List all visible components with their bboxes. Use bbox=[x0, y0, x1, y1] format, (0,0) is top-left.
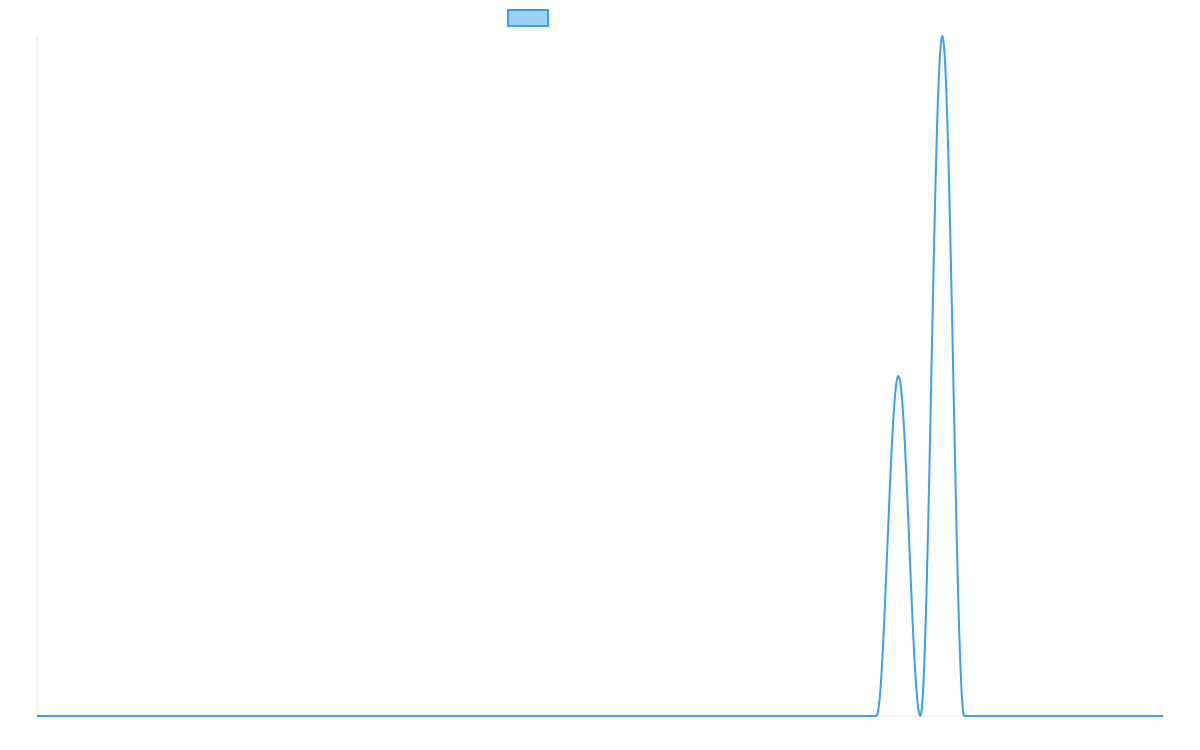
series-layer bbox=[36, 35, 1164, 717]
series-line[interactable] bbox=[36, 35, 1164, 717]
axes bbox=[36, 36, 1163, 717]
legend[interactable] bbox=[507, 9, 549, 27]
legend-swatch[interactable] bbox=[507, 9, 549, 27]
